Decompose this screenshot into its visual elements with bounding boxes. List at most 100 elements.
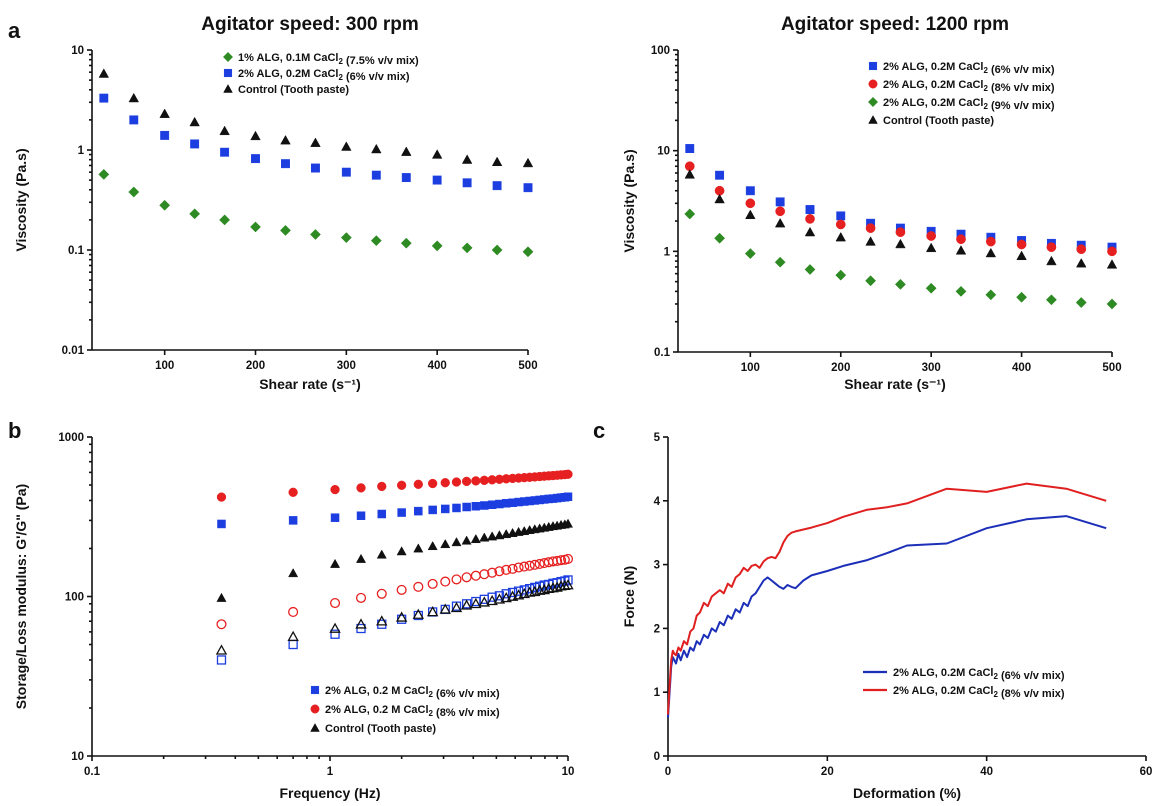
x-tick-label: 1 [327,766,334,778]
legend-label: 2% ALG, 0.2 M CaCl2 (6% v/v mix) [325,685,500,700]
data-point [1016,250,1027,261]
data-point [955,285,967,297]
y-tick-label: 4 [654,496,661,508]
y-tick-label: 10 [657,146,670,158]
data-point [288,606,299,618]
data-point [804,264,816,275]
data-point [330,558,341,568]
legend-marker [868,79,878,89]
y-tick-label: 100 [65,592,84,604]
data-point [955,245,967,255]
data-point [552,555,563,567]
legend-marker [310,685,320,695]
data-point [396,614,407,624]
data-point [556,555,567,566]
legend-marker [222,51,234,63]
data-point [219,125,230,136]
data-point [470,533,481,544]
data-point [524,560,535,571]
legend-marker [867,96,879,108]
data-point [865,236,876,246]
legend-label: Control (Tooth paste) [238,84,349,96]
data-point [835,269,847,281]
data-point [684,169,695,179]
series-3 [684,208,1118,310]
data-point [396,480,407,490]
legend-marker [868,61,878,71]
data-point [451,477,462,487]
data-point [452,503,461,513]
data-point [377,481,387,492]
legend: 2% ALG, 0.2M CaCl2 (6% v/v mix) 2% ALG, 0… [867,61,1055,127]
y-tick-label: 0.01 [62,345,85,357]
x-tick-label: 200 [246,360,265,372]
data-point [396,546,407,556]
data-point [563,469,573,479]
data-point [487,500,497,510]
data-point [288,516,298,525]
y-axis-label: Storage/Loss modulus: G'/G" (Pa) [13,484,29,709]
data-point [461,572,472,583]
data-point [865,223,876,233]
data-point [1016,239,1027,250]
data-point [98,68,110,78]
y-axis-label: Viscosity (Pa.s) [621,149,637,252]
x-tick-label: 400 [428,360,447,372]
data-point [551,581,563,592]
data-point [431,240,443,252]
data-point [714,193,725,204]
data-point [450,601,463,613]
data-point [129,115,139,125]
data-point [330,484,340,495]
legend-marker [868,115,878,124]
data-point [427,540,438,551]
y-axis-label: Force (N) [621,566,637,627]
x-tick-label: 20 [821,766,834,778]
data-point [413,479,423,489]
data-point [1106,259,1118,269]
data-point [714,232,726,244]
data-point [1075,297,1087,308]
data-point [487,567,498,578]
data-point [522,246,534,258]
x-tick-label: 100 [155,360,174,372]
legend-label: 2% ALG, 0.2M CaCl2 (8% v/v mix) [893,685,1065,700]
data-point [287,630,299,641]
data-point [470,570,481,581]
data-point [805,214,815,224]
data-point [1046,242,1057,253]
legend-label: 1% ALG, 0.1M CaCl2 (7.5% v/v mix) [238,52,419,67]
data-point [486,594,498,606]
data-point [479,569,490,580]
data-point [217,519,226,529]
y-tick-label: 0 [654,751,660,763]
y-tick-label: 1000 [58,432,84,444]
data-point [329,622,341,633]
data-point [744,248,756,260]
series-1 [98,168,534,258]
data-point [220,147,230,157]
data-point [562,553,574,564]
chart-storage-loss-modulus: 0.1 1 10 10 100 1000 Frequency (Hz) Storage/Los… [13,432,574,801]
data-point [189,116,200,127]
data-point [500,591,512,603]
data-point [341,141,352,151]
data-point [310,137,321,147]
data-point [355,592,367,603]
data-point [487,592,497,602]
x-tick-label: 400 [1012,362,1031,374]
data-point [494,566,505,577]
data-point [451,574,462,585]
data-point [461,154,473,164]
data-point [251,154,260,164]
data-point [805,205,815,215]
data-point [432,175,442,185]
data-point [715,170,725,180]
data-point [1046,255,1057,266]
data-point [440,576,451,587]
data-point [288,568,299,578]
data-point [98,168,110,180]
data-point [522,157,534,168]
data-point [745,198,756,209]
data-point [413,581,424,592]
